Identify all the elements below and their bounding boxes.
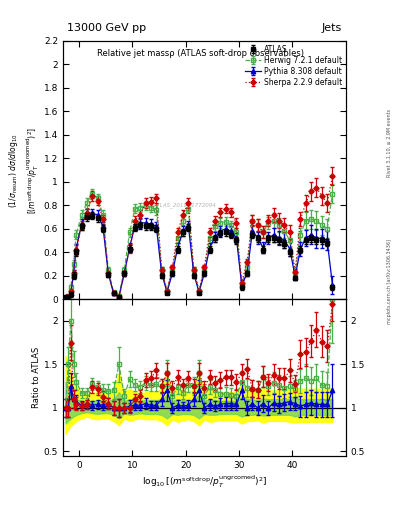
X-axis label: $\log_{10}[(m^{\rm soft\,drop}/p_T^{\rm ungroomed})^2]$: $\log_{10}[(m^{\rm soft\,drop}/p_T^{\rm … xyxy=(141,474,267,490)
Text: ATLAS_2019_I1772094: ATLAS_2019_I1772094 xyxy=(153,202,216,208)
Text: Relative jet massρ (ATLAS soft-drop observables): Relative jet massρ (ATLAS soft-drop obse… xyxy=(97,49,304,58)
Text: Rivet 3.1.10, ≥ 2.9M events: Rivet 3.1.10, ≥ 2.9M events xyxy=(387,109,392,178)
Text: 13000 GeV pp: 13000 GeV pp xyxy=(67,23,146,33)
Text: Jets: Jets xyxy=(321,23,342,33)
Legend: ATLAS, Herwig 7.2.1 default, Pythia 8.308 default, Sherpa 2.2.9 default: ATLAS, Herwig 7.2.1 default, Pythia 8.30… xyxy=(244,43,343,88)
Y-axis label: $(1/\sigma_\mathrm{resum})$ $d\sigma/d\log_{10}$
$[(m^\mathrm{soft\,drop}/p_T^\m: $(1/\sigma_\mathrm{resum})$ $d\sigma/d\l… xyxy=(7,126,41,214)
Y-axis label: Ratio to ATLAS: Ratio to ATLAS xyxy=(32,347,41,408)
Text: mcplots.cern.ch [arXiv:1306.3436]: mcplots.cern.ch [arXiv:1306.3436] xyxy=(387,239,392,324)
